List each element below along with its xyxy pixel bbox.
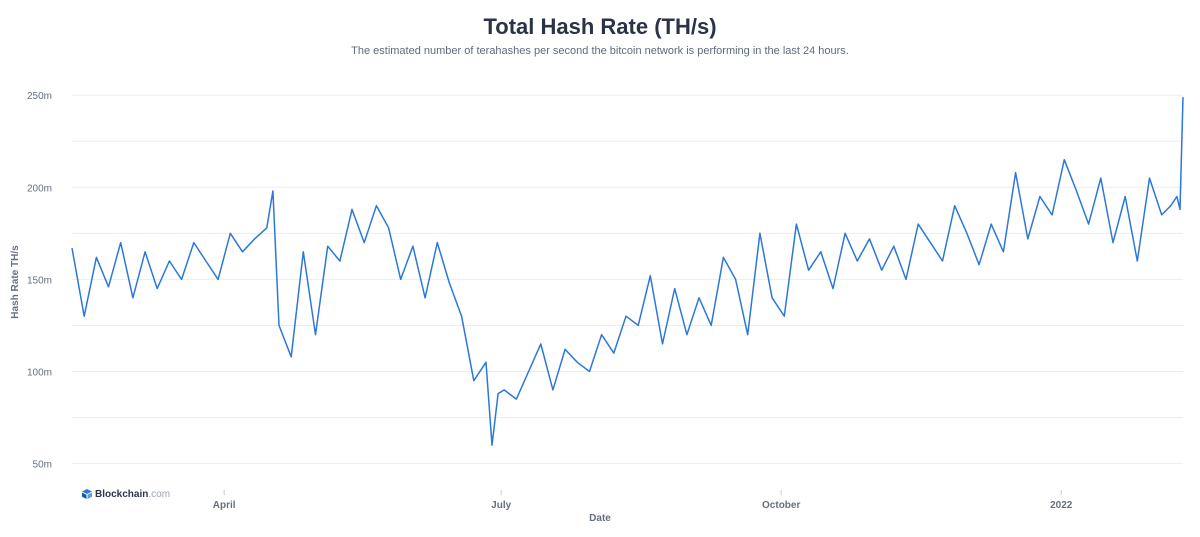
x-tick-label: 2022 [1050,500,1073,511]
y-tick-label: 150m [27,275,52,286]
x-axis-label: Date [589,513,611,524]
x-tick-label: July [491,500,511,511]
x-tick-label: April [213,500,236,511]
chart-subtitle: The estimated number of terahashes per s… [351,45,849,57]
y-tick-label: 100m [27,367,52,378]
x-axis-ticks: April July October 2022 [213,490,1073,511]
y-axis-label: Hash Rate TH/s [10,245,21,319]
series-layer [71,97,1184,446]
grid-lines [72,94,1183,465]
series-line [71,97,1184,446]
y-tick-label: 200m [27,183,52,194]
brand-watermark: Blockchain .com [82,487,170,501]
brand-name: Blockchain [95,488,149,500]
chart-title: Total Hash Rate (TH/s) [483,14,717,39]
y-axis-ticks: 50m 100m 150m 200m 250m [27,91,52,470]
brand-suffix: .com [148,488,171,500]
x-tick-label: October [762,500,800,511]
y-tick-label: 50m [33,460,52,471]
y-tick-label: 250m [27,91,52,102]
blockchain-logo-icon [82,489,92,499]
